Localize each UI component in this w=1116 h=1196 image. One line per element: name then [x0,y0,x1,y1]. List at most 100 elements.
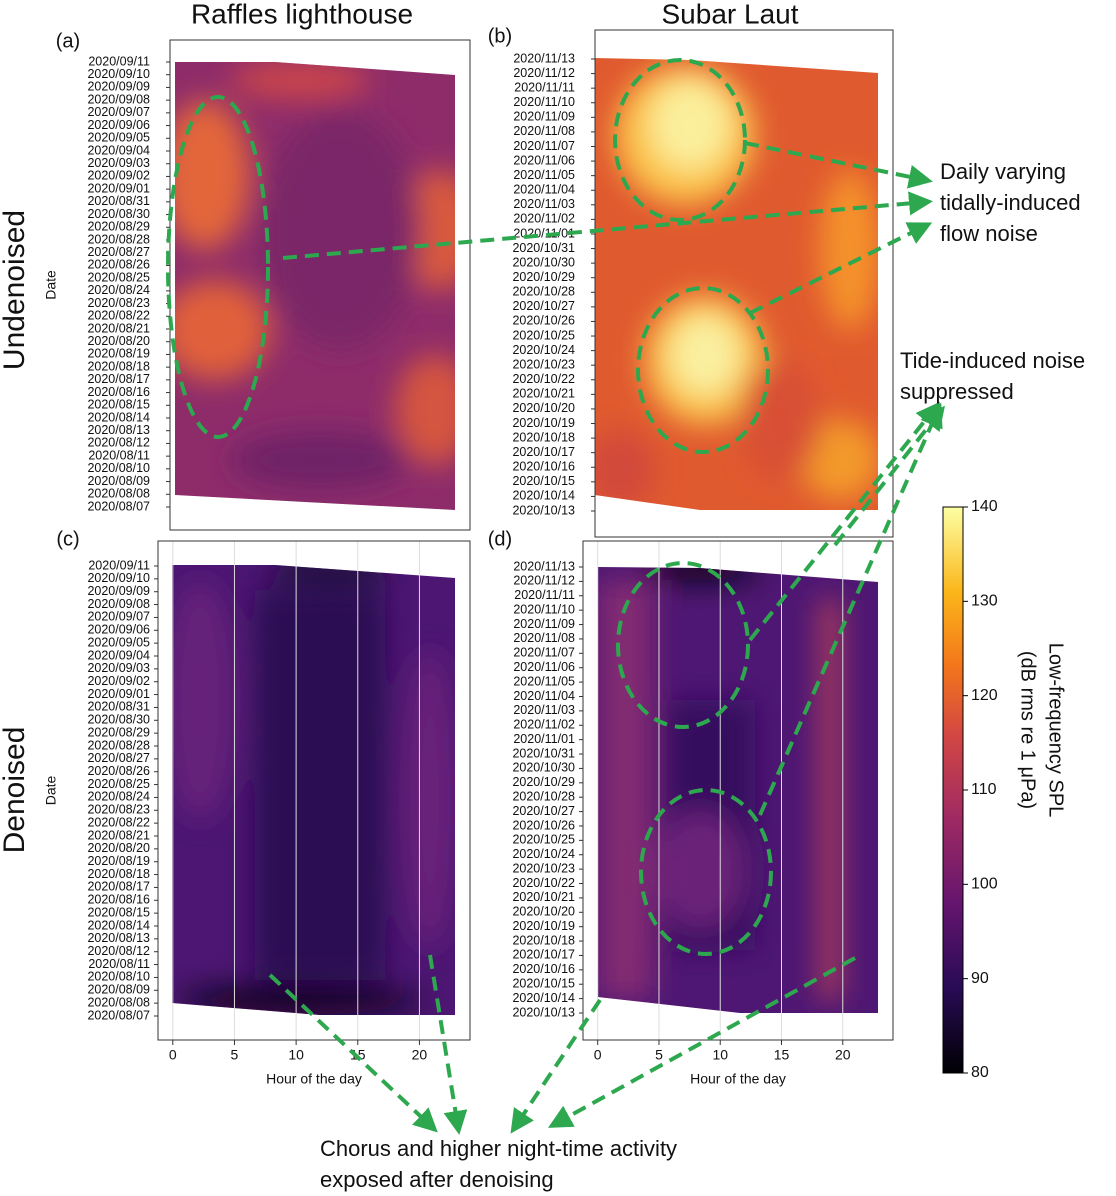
y-tick-label: 2020/08/10 [87,970,150,984]
y-tick-label: 2020/08/21 [87,828,150,842]
y-tick-label: 2020/10/29 [512,270,575,284]
x-axis-title: Hour of the day [266,1071,362,1087]
y-tick-label: 2020/10/20 [512,905,575,919]
panel-label: (a) [56,30,80,52]
colorbar [942,506,964,1074]
y-tick-label: 2020/08/16 [87,385,150,399]
y-tick-label: 2020/10/19 [512,919,575,933]
y-tick-label: 2020/08/20 [87,841,150,855]
y-tick-label: 2020/08/25 [87,777,150,791]
annotation: Tide-induced noise [900,348,1085,373]
y-tick-label: 2020/11/02 [513,718,575,732]
heatmap-c [172,565,455,1015]
y-tick-label: 2020/10/16 [512,460,575,474]
y-tick-label: 2020/08/29 [87,725,150,739]
y-tick-label: 2020/08/22 [87,815,150,829]
y-tick-label: 2020/08/27 [87,245,150,259]
y-tick-label: 2020/10/18 [512,430,575,444]
y-tick-label: 2020/10/13 [512,503,575,517]
y-tick-label: 2020/08/09 [87,474,150,488]
y-tick-label: 2020/11/08 [513,124,575,138]
y-tick-label: 2020/08/19 [87,854,150,868]
y-tick-label: 2020/09/04 [87,648,150,662]
y-tick-label: 2020/10/30 [512,761,575,775]
y-tick-label: 2020/10/21 [512,387,575,401]
y-tick-label: 2020/10/22 [512,876,575,890]
y-tick-label: 2020/11/07 [513,646,575,660]
x-tick-label: 10 [712,1047,728,1063]
y-tick-label: 2020/08/12 [87,436,150,450]
y-tick-label: 2020/11/12 [513,574,575,588]
y-tick-label: 2020/08/24 [87,283,150,297]
y-tick-label: 2020/10/17 [512,445,575,459]
y-tick-label: 2020/11/06 [513,153,575,167]
y-tick-label: 2020/10/15 [512,474,575,488]
y-tick-label: 2020/09/03 [87,661,150,675]
y-tick-label: 2020/11/04 [513,689,575,703]
y-tick-label: 2020/10/17 [512,948,575,962]
y-tick-label: 2020/11/11 [514,80,575,94]
y-tick-label: 2020/08/12 [87,944,150,958]
x-tick-label: 5 [231,1047,239,1063]
y-tick-label: 2020/10/27 [512,299,575,313]
y-tick-label: 2020/08/28 [87,232,150,246]
y-tick-label: 2020/09/08 [87,92,150,106]
y-tick-label: 2020/09/08 [87,597,150,611]
y-tick-label: 2020/09/03 [87,156,150,170]
x-tick-label: 20 [412,1047,428,1063]
row-label: Undenoised [0,210,31,370]
y-tick-label: 2020/08/14 [87,410,150,424]
annotation: exposed after denoising [320,1167,554,1192]
y-tick-label: 2020/11/05 [513,674,575,688]
y-tick-label: 2020/10/20 [512,401,575,415]
y-tick-label: 2020/08/29 [87,220,150,234]
y-tick-label: 2020/10/25 [512,328,575,342]
y-tick-label: 2020/09/05 [87,131,150,145]
x-axis-title: Hour of the day [690,1071,786,1087]
y-tick-label: 2020/08/14 [87,918,150,932]
y-tick-label: 2020/11/01 [513,226,575,240]
y-tick-label: 2020/08/17 [87,880,150,894]
y-tick-label: 2020/08/07 [87,499,150,513]
y-tick-label: 2020/08/15 [87,398,150,412]
y-tick-label: 2020/09/11 [88,558,150,572]
y-tick-label: 2020/09/07 [87,610,150,624]
annotation: flow noise [940,221,1038,246]
panel-label: (b) [488,25,512,47]
y-tick-label: 2020/10/15 [512,977,575,991]
annotation: suppressed [900,379,1014,404]
y-tick-label: 2020/08/16 [87,893,150,907]
y-tick-label: 2020/11/06 [513,660,575,674]
y-tick-label: 2020/10/25 [512,833,575,847]
y-tick-label: 2020/08/11 [88,448,150,462]
y-tick-label: 2020/08/27 [87,751,150,765]
y-tick-label: 2020/10/29 [512,775,575,789]
column-title: Subar Laut [662,0,799,29]
y-tick-label: 2020/10/28 [512,285,575,299]
y-tick-label: 2020/08/07 [87,1008,150,1022]
y-tick-label: 2020/11/13 [513,559,575,573]
y-tick-label: 2020/09/01 [87,181,150,195]
y-tick-label: 2020/10/26 [512,314,575,328]
heatmap-a [175,62,455,510]
colorbar-tick-label: 100 [971,876,998,893]
y-tick-label: 2020/10/23 [512,861,575,875]
colorbar-label: Low-frequency SPL [1045,643,1067,818]
colorbar-tick-label: 110 [971,781,997,798]
y-tick-label: 2020/11/10 [513,602,575,616]
y-tick-label: 2020/09/02 [87,169,150,183]
colorbar-label: (dB rms re 1 μPa) [1017,651,1039,809]
y-tick-label: 2020/10/16 [512,962,575,976]
y-tick-label: 2020/08/13 [87,931,150,945]
y-tick-label: 2020/10/28 [512,789,575,803]
y-tick-label: 2020/10/31 [512,241,575,255]
y-tick-label: 2020/09/02 [87,674,150,688]
annotation: Daily varying [940,159,1066,184]
y-tick-label: 2020/10/14 [512,489,575,503]
y-tick-label: 2020/09/01 [87,687,150,701]
y-tick-label: 2020/08/26 [87,764,150,778]
y-tick-label: 2020/08/21 [87,321,150,335]
y-tick-label: 2020/08/10 [87,461,150,475]
colorbar-tick-label: 90 [971,970,989,987]
